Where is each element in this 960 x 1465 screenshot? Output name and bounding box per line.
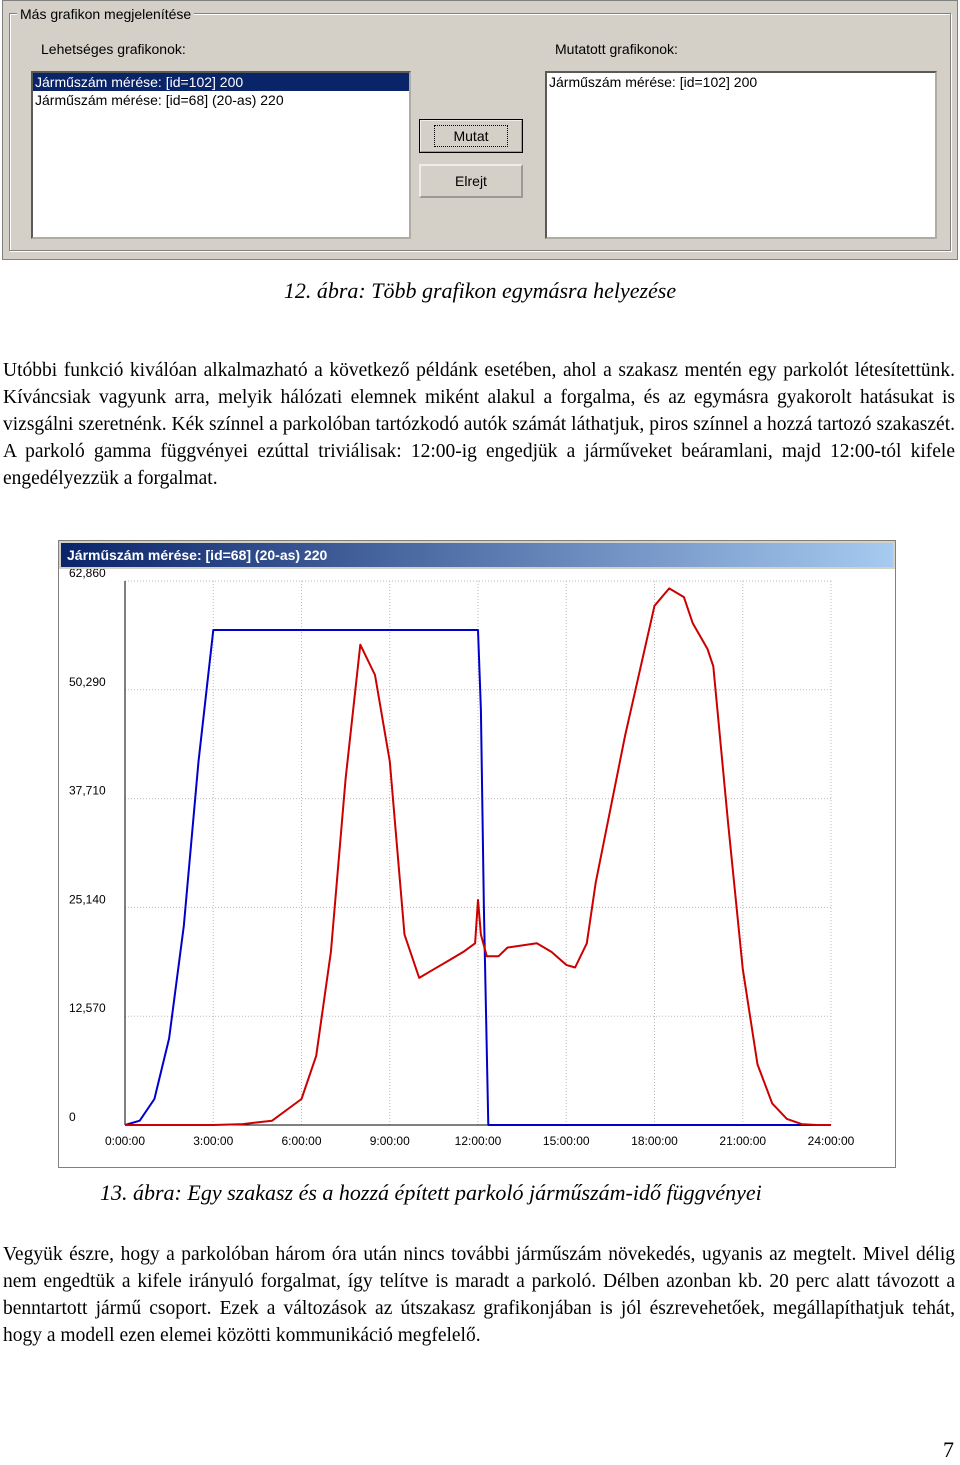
vehicle-count-chart: 0 12,570 25,140 37,710 50,290 62,860 0:00:00 3:… [59,569,895,1167]
x-tick-label: 12:00:00 [455,1134,502,1148]
x-tick-label: 6:00:00 [281,1134,321,1148]
plot-background [59,569,895,1167]
y-tick-label: 0 [69,1110,76,1124]
y-tick-label: 12,570 [69,1001,106,1015]
page-number: 7 [943,1437,954,1462]
shown-charts-label: Mutatott grafikonok: [555,41,678,57]
figure-12-caption: 12. ábra: Több grafikon egymásra helyezé… [283,278,677,303]
show-button-label: Mutat [434,125,508,147]
show-button[interactable]: Mutat [419,119,523,153]
shown-charts-list[interactable]: Járműszám mérése: [id=102] 200 [545,71,937,239]
paragraph-1: Utóbbi funkció kiválóan alkalmazható a k… [3,360,955,489]
hide-button[interactable]: Elrejt [419,164,523,198]
available-chart-item[interactable]: Járműszám mérése: [id=68] (20-as) 220 [35,92,284,108]
y-tick-label: 25,140 [69,892,106,906]
x-tick-label: 15:00:00 [543,1134,590,1148]
y-tick-label: 37,710 [69,784,106,798]
shown-chart-item[interactable]: Járműszám mérése: [id=102] 200 [549,74,758,90]
chart-window: Járműszám mérése: [id=68] (20-as) 220 0 1… [58,540,896,1168]
x-tick-label: 3:00:00 [193,1134,233,1148]
paragraph-2: Vegyük észre, hogy a parkolóban három ór… [3,1244,955,1346]
x-tick-label: 21:00:00 [719,1134,766,1148]
figure-13-caption: 13. ábra: Egy szakasz és a hozzá épített… [100,1180,762,1205]
x-tick-label: 24:00:00 [808,1134,855,1148]
y-tick-label: 50,290 [69,675,106,689]
x-tick-label: 18:00:00 [631,1134,678,1148]
chart-selection-dialog: Más grafikon megjelenítése Lehetséges gr… [2,0,958,260]
x-tick-label: 9:00:00 [370,1134,410,1148]
x-tick-label: 0:00:00 [105,1134,145,1148]
y-tick-label: 62,860 [69,569,106,580]
available-charts-label: Lehetséges grafikonok: [41,41,186,57]
dialog-title: Más grafikon megjelenítése [17,6,195,22]
chart-selection-groupbox [9,13,951,251]
series-line-parking [124,629,831,1126]
series-line-segment [125,587,831,1126]
hide-button-label: Elrejt [455,173,487,189]
chart-title: Járműszám mérése: [id=68] (20-as) 220 [61,543,893,567]
available-chart-item[interactable]: Járműszám mérése: [id=102] 200 [33,73,409,91]
available-charts-list[interactable]: Járműszám mérése: [id=102] 200 Járműszám… [31,71,411,239]
